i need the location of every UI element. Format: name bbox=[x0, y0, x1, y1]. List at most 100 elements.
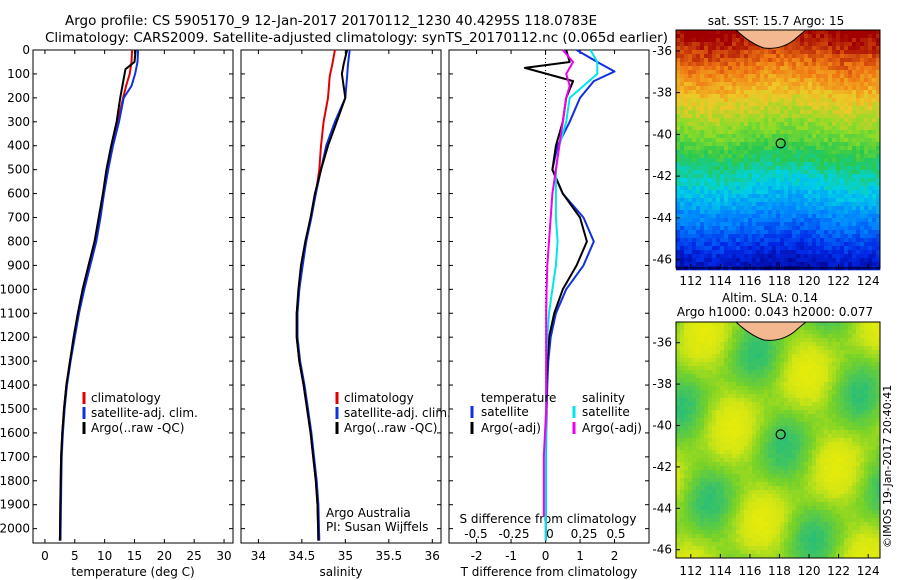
map-x-tick-label: 120 bbox=[798, 564, 821, 578]
depth-tick-label: 200 bbox=[7, 91, 30, 105]
legend-salinity-title: salinity bbox=[582, 391, 625, 405]
map-x-tick-label: 122 bbox=[827, 564, 850, 578]
depth-tick-label: 1600 bbox=[0, 426, 30, 440]
x-tick-label: 34.5 bbox=[289, 549, 316, 563]
x-tick-label: 5 bbox=[71, 549, 79, 563]
depth-tick-label: 600 bbox=[7, 187, 30, 201]
map-y-tick-label: -36 bbox=[652, 336, 672, 350]
legend-entry: satellite-adj. clim. bbox=[344, 406, 451, 420]
map-x-tick-label: 112 bbox=[679, 274, 702, 288]
depth-tick-label: 1300 bbox=[0, 354, 30, 368]
argo-line bbox=[295, 49, 349, 541]
argo-position-marker bbox=[775, 138, 786, 149]
map-y-tick-label: -42 bbox=[652, 460, 672, 474]
map-y-tick-label: -44 bbox=[652, 501, 672, 515]
map-x-tick-label: 112 bbox=[679, 564, 702, 578]
map-x-tick-label: 118 bbox=[768, 274, 791, 288]
x-axis-label: T difference from climatology bbox=[460, 565, 638, 579]
x-tick-label: 34 bbox=[251, 549, 266, 563]
legend-entry: Argo(..raw -QC) bbox=[91, 421, 184, 435]
x-tick-label: 2 bbox=[611, 549, 619, 563]
temp-argo-line bbox=[523, 49, 588, 541]
depth-tick-label: 1900 bbox=[0, 498, 30, 512]
x-tick-label: 36 bbox=[425, 549, 440, 563]
header-line-1: Argo profile: CS 5905170_9 12-Jan-2017 2… bbox=[65, 13, 597, 29]
sla-title-line-1: Altim. SLA: 0.14 bbox=[722, 291, 818, 305]
map-y-tick-label: -38 bbox=[652, 377, 672, 391]
depth-tick-label: 800 bbox=[7, 234, 30, 248]
depth-tick-label: 1700 bbox=[0, 450, 30, 464]
map-y-tick-label: -40 bbox=[652, 419, 672, 433]
sal-argo-line bbox=[542, 49, 575, 517]
legend-entry: Argo(..raw -QC) bbox=[344, 421, 437, 435]
map-y-tick-label: -42 bbox=[652, 169, 672, 183]
x-tick-label: 1 bbox=[576, 549, 584, 563]
depth-tick-label: 1500 bbox=[0, 402, 30, 416]
legend-entry: satellite-adj. clim. bbox=[91, 406, 198, 420]
plot-frame bbox=[32, 49, 234, 544]
land-mass bbox=[734, 321, 808, 341]
sal-satellite-line bbox=[544, 49, 599, 541]
x-axis-label: salinity bbox=[319, 565, 362, 579]
map-x-tick-label: 122 bbox=[827, 274, 850, 288]
temp-satellite-line bbox=[544, 49, 616, 541]
map-y-tick-label: -36 bbox=[652, 44, 672, 58]
depth-tick-label: 400 bbox=[7, 139, 30, 153]
legend-sal-argo: Argo(-adj) bbox=[582, 421, 642, 435]
depth-tick-label: 1100 bbox=[0, 306, 30, 320]
sst-map-title: sat. SST: 15.7 Argo: 15 bbox=[708, 14, 845, 28]
annotation-line: PI: Susan Wijffels bbox=[326, 520, 428, 534]
header-line-2: Climatology: CARS2009. Satellite-adjuste… bbox=[45, 30, 668, 46]
x-tick-label: 10 bbox=[97, 549, 112, 563]
plot-frame bbox=[240, 49, 442, 544]
x-tick-label: 0 bbox=[542, 549, 550, 563]
x-tick-label: 35 bbox=[338, 549, 353, 563]
x-tick-label: 15 bbox=[127, 549, 142, 563]
s-tick-label: 0.25 bbox=[571, 527, 598, 541]
x-tick-label: 20 bbox=[157, 549, 172, 563]
annotation-line: Argo Australia bbox=[326, 506, 411, 520]
legend-temperature-title: temperature bbox=[481, 391, 556, 405]
s-axis-label: S difference from climatology bbox=[460, 512, 637, 526]
x-tick-label: 0 bbox=[41, 549, 49, 563]
map-x-tick-label: 124 bbox=[857, 564, 880, 578]
depth-tick-label: 1000 bbox=[0, 282, 30, 296]
depth-tick-label: 1200 bbox=[0, 330, 30, 344]
depth-tick-label: 1800 bbox=[0, 474, 30, 488]
argo-position-marker bbox=[775, 429, 786, 440]
map-y-tick-label: -46 bbox=[652, 543, 672, 557]
map-x-tick-label: 114 bbox=[709, 274, 732, 288]
s-tick-label: -0.25 bbox=[498, 527, 529, 541]
map-frame bbox=[675, 29, 881, 269]
legend-entry: climatology bbox=[344, 391, 414, 405]
depth-tick-label: 2000 bbox=[0, 522, 30, 536]
depth-tick-label: 300 bbox=[7, 115, 30, 129]
footer-credit: ©IMOS 19-Jan-2017 20:40:41 bbox=[881, 385, 894, 548]
map-x-tick-label: 118 bbox=[768, 564, 791, 578]
legend-temp-argo: Argo(-adj) bbox=[481, 421, 541, 435]
map-y-tick-label: -40 bbox=[652, 127, 672, 141]
depth-tick-label: 900 bbox=[7, 258, 30, 272]
depth-tick-label: 500 bbox=[7, 163, 30, 177]
s-tick-label: -0.5 bbox=[464, 527, 487, 541]
sla-title-line-2: Argo h1000: 0.043 h2000: 0.077 bbox=[677, 305, 873, 319]
map-y-tick-label: -46 bbox=[652, 253, 672, 267]
map-x-tick-label: 116 bbox=[738, 564, 761, 578]
x-tick-label: 35.5 bbox=[375, 549, 402, 563]
map-x-tick-label: 116 bbox=[738, 274, 761, 288]
map-x-tick-label: 120 bbox=[798, 274, 821, 288]
s-tick-label: 0.5 bbox=[606, 527, 625, 541]
legend-entry: climatology bbox=[91, 391, 161, 405]
x-axis-label: temperature (deg C) bbox=[71, 565, 194, 579]
depth-tick-label: 700 bbox=[7, 211, 30, 225]
map-x-tick-label: 124 bbox=[857, 274, 880, 288]
legend-temp-satellite: satellite bbox=[481, 405, 529, 419]
x-tick-label: 30 bbox=[216, 549, 231, 563]
legend-sal-satellite: satellite bbox=[582, 405, 630, 419]
map-y-tick-label: -38 bbox=[652, 86, 672, 100]
plot-frame bbox=[448, 49, 650, 544]
depth-tick-label: 0 bbox=[22, 43, 30, 57]
satellite-line bbox=[59, 49, 140, 541]
